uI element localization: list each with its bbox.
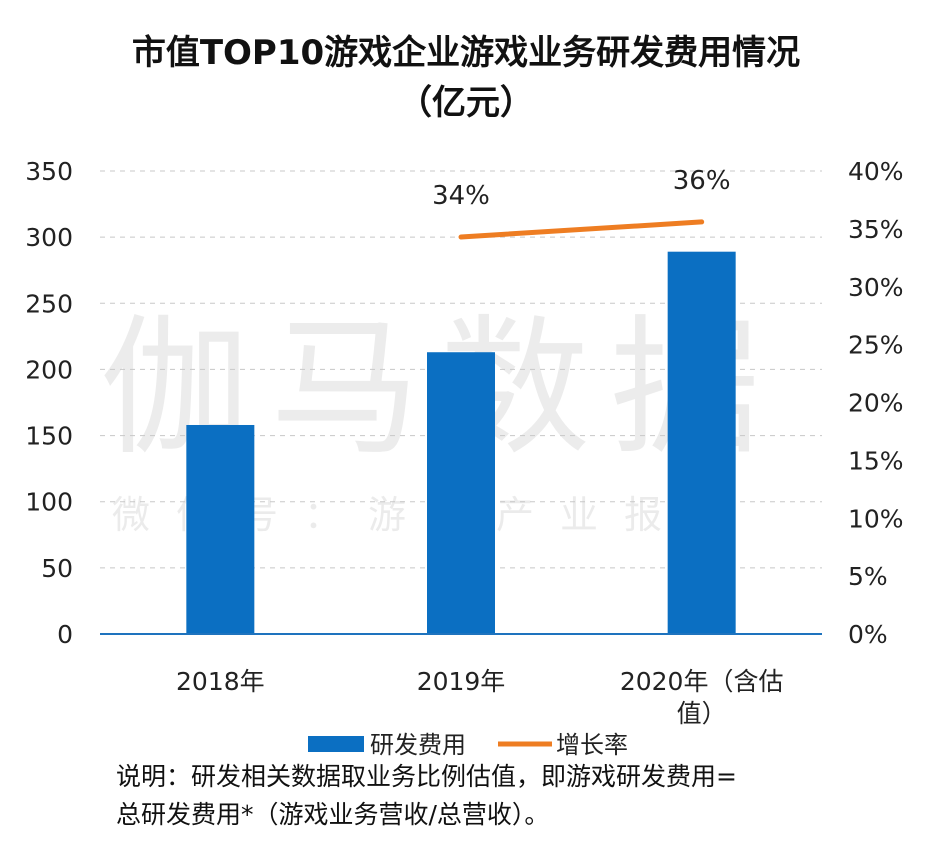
y-left-tick-label: 300 bbox=[25, 223, 73, 252]
chart-canvas: 伽马数据微信号：游戏产业报告0501001502002503003500%5%1… bbox=[25, 157, 904, 759]
legend-swatch-rd-expense bbox=[308, 736, 364, 752]
y-right-tick-label: 0% bbox=[848, 620, 888, 649]
y-right-tick-label: 30% bbox=[848, 273, 904, 302]
chart-title: 市值TOP10游戏企业游戏业务研发费用情况 （亿元） bbox=[0, 28, 932, 128]
chart-note-line2: 总研发费用*（游戏业务营收/总营收）。 bbox=[116, 800, 550, 829]
y-right-tick-label: 40% bbox=[848, 157, 904, 186]
y-right-tick-label: 15% bbox=[848, 446, 904, 475]
y-left-tick-label: 150 bbox=[25, 422, 73, 451]
y-right-tick-label: 20% bbox=[848, 389, 904, 418]
bar-rd-expense bbox=[186, 424, 255, 634]
y-left-tick-label: 250 bbox=[25, 289, 73, 318]
y-right-tick-label: 10% bbox=[848, 504, 904, 533]
line-growth-rate bbox=[458, 219, 705, 240]
y-left-tick-label: 200 bbox=[25, 355, 73, 384]
bar-rd-expense bbox=[667, 251, 736, 635]
chart-note-line1: 说明：研发相关数据取业务比例估值，即游戏研发费用= bbox=[116, 762, 737, 791]
x-tick-label: 2020年（含估 bbox=[620, 667, 784, 696]
legend-label-rd-expense: 研发费用 bbox=[370, 731, 466, 759]
y-right-tick-label: 35% bbox=[848, 215, 904, 244]
growth-data-label: 36% bbox=[673, 166, 731, 196]
y-left-tick-label: 50 bbox=[41, 554, 73, 583]
chart-title-line1: 市值TOP10游戏企业游戏业务研发费用情况 bbox=[131, 33, 801, 73]
y-right-tick-label: 25% bbox=[848, 331, 904, 360]
y-left-tick-label: 350 bbox=[25, 157, 73, 186]
y-left-tick-label: 100 bbox=[25, 488, 73, 517]
legend-label-growth-rate: 增长率 bbox=[556, 731, 628, 759]
x-tick-label-line2: 值） bbox=[677, 699, 727, 728]
chart-title-line2: （亿元） bbox=[398, 83, 534, 123]
x-tick-label: 2018年 bbox=[176, 667, 265, 696]
chart-note: 说明：研发相关数据取业务比例估值，即游戏研发费用= 总研发费用*（游戏业务营收/… bbox=[116, 758, 876, 834]
bar-rd-expense bbox=[427, 352, 495, 634]
y-right-tick-label: 5% bbox=[848, 562, 888, 591]
x-tick-label: 2019年 bbox=[417, 667, 506, 696]
y-left-tick-label: 0 bbox=[57, 620, 73, 649]
growth-data-label: 34% bbox=[432, 181, 490, 211]
